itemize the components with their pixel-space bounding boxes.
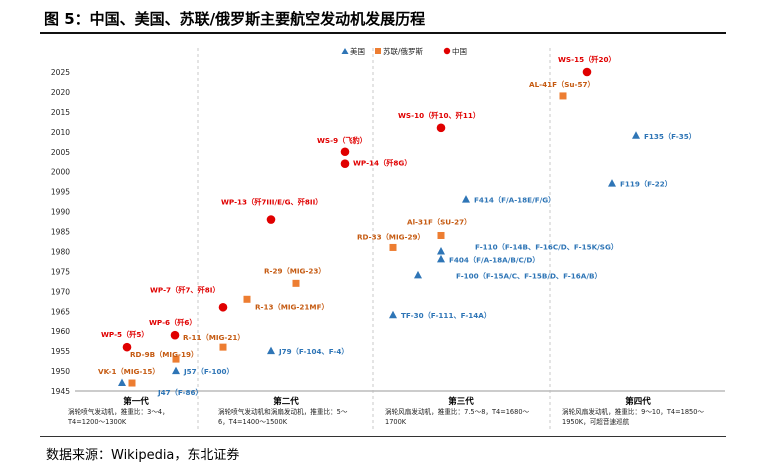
y-tick-label: 1980: [51, 247, 70, 256]
generation-description: T4=1200～1300K: [67, 418, 127, 426]
data-label: F-100（F-15A/C、F-15B/D、F-16A/B）: [456, 271, 602, 280]
data-point-usa: [632, 131, 640, 139]
data-point-usa: [437, 254, 445, 263]
y-tick-label: 2010: [51, 128, 70, 137]
data-label: WP-14（歼8G）: [353, 159, 412, 168]
data-point-china: [122, 342, 132, 352]
data-point-ussr: [172, 355, 180, 363]
data-label: F414（F/A-18E/F/G）: [474, 196, 555, 205]
data-point-china: [340, 159, 350, 169]
generation-description: 6，T4=1400～1500K: [218, 418, 288, 426]
data-point-ussr: [292, 279, 300, 287]
data-label: J79（F-104、F-4）: [278, 347, 349, 356]
data-point-china: [340, 147, 350, 157]
data-label: RD-9B（MIG-19）: [130, 350, 198, 359]
data-point-ussr: [437, 231, 445, 239]
data-point-usa: [608, 179, 616, 187]
y-tick-label: 2025: [51, 68, 70, 77]
data-label: WP-7（歼7、歼8I）: [150, 285, 220, 294]
legend-label: 苏联/俄罗斯: [383, 46, 424, 56]
data-label: R-13（MIG-21MF）: [255, 302, 329, 311]
y-tick-label: 2000: [51, 168, 70, 177]
data-point-ussr: [559, 92, 567, 100]
legend-label: 美国: [350, 46, 365, 56]
data-point-ussr: [243, 295, 251, 303]
generation-description: 涡轮风扇发动机，推重比：7.5～8，T4=1680～: [385, 407, 530, 416]
data-point-china: [266, 215, 276, 224]
data-point-ussr: [389, 243, 397, 251]
data-label: WS-10（歼10、歼11）: [398, 111, 480, 120]
data-label: RD-33（MIG-29）: [357, 232, 425, 241]
data-point-usa: [118, 378, 126, 387]
data-label: F119（F-22）: [620, 180, 672, 189]
y-tick-label: 1995: [51, 188, 70, 197]
data-label: F-110（F-14B、F-16C/D、F-15K/SG）: [475, 242, 618, 251]
data-label: F404（F/A-18A/B/C/D）: [449, 255, 540, 264]
figure-title: 图 5：中国、美国、苏联/俄罗斯主要航空发动机发展历程: [44, 10, 426, 28]
generation-description: 涡轮风扇发动机，推重比：9～10，T4=1850～: [562, 407, 704, 416]
data-label: F135（F-35）: [644, 132, 696, 141]
top-divider: [40, 32, 726, 34]
data-point-ussr: [219, 343, 227, 351]
data-label: J57（F-100）: [183, 367, 234, 376]
data-point-china: [436, 123, 446, 133]
generation-name: 第四代: [625, 396, 651, 407]
legend-marker-usa: [341, 48, 349, 54]
generation-description: 1700K: [385, 418, 407, 426]
data-label: Al-31F（SU-27）: [407, 217, 471, 226]
data-point-china: [170, 330, 180, 340]
generation-name: 第二代: [273, 396, 299, 407]
data-label: WS-15（歼20）: [558, 55, 616, 64]
y-tick-label: 1975: [51, 267, 70, 276]
data-label: AL-41F（Su-57）: [529, 80, 595, 89]
data-point-usa: [414, 270, 422, 279]
generation-description: 涡轮喷气发动机，推重比：3～4，: [68, 407, 169, 416]
source-note: 数据来源：Wikipedia，东北证券: [46, 448, 240, 463]
data-label: WS-9（飞豹）: [317, 136, 367, 145]
data-point-usa: [437, 246, 445, 255]
data-point-usa: [462, 195, 470, 203]
y-tick-label: 2015: [51, 108, 70, 117]
data-point-china: [582, 67, 592, 77]
y-tick-label: 2005: [51, 148, 70, 157]
y-tick-label: 1990: [51, 208, 70, 217]
data-label: WP-6（歼6）: [149, 318, 197, 327]
data-label: R-29（MIG-23）: [264, 266, 326, 275]
data-label: WP-13（歼7III/E/G、歼8II）: [221, 198, 322, 207]
generation-description: 1950K，可超音速巡航: [562, 417, 630, 426]
generation-description: 涡轮喷气发动机和涡扇发动机，推重比：5～: [218, 407, 348, 416]
generation-name: 第三代: [448, 396, 474, 407]
data-label: TF-30（F-111、F-14A）: [401, 311, 491, 320]
legend-label: 中国: [452, 46, 467, 56]
data-point-usa: [389, 310, 397, 319]
data-point-usa: [267, 346, 275, 355]
data-label: R-11（MIG-21）: [183, 333, 245, 342]
data-point-china: [218, 302, 228, 312]
y-tick-label: 1950: [51, 367, 70, 376]
y-tick-label: 1985: [51, 228, 70, 237]
y-tick-label: 1955: [51, 347, 70, 356]
y-tick-label: 1960: [51, 327, 70, 336]
y-tick-label: 2020: [51, 88, 70, 97]
data-label: WP-5（歼5）: [101, 330, 149, 339]
legend-marker-ussr: [375, 48, 381, 54]
data-label: J47（F-86）: [157, 388, 203, 397]
data-label: VK-1（MIG-15）: [98, 367, 160, 376]
y-tick-label: 1965: [51, 307, 70, 316]
data-point-usa: [172, 366, 180, 375]
generation-name: 第一代: [123, 396, 149, 407]
data-point-ussr: [128, 379, 136, 387]
legend-marker-china: [443, 47, 451, 55]
y-tick-label: 1945: [51, 387, 70, 396]
bottom-divider: [40, 436, 726, 437]
y-tick-label: 1970: [51, 287, 70, 296]
